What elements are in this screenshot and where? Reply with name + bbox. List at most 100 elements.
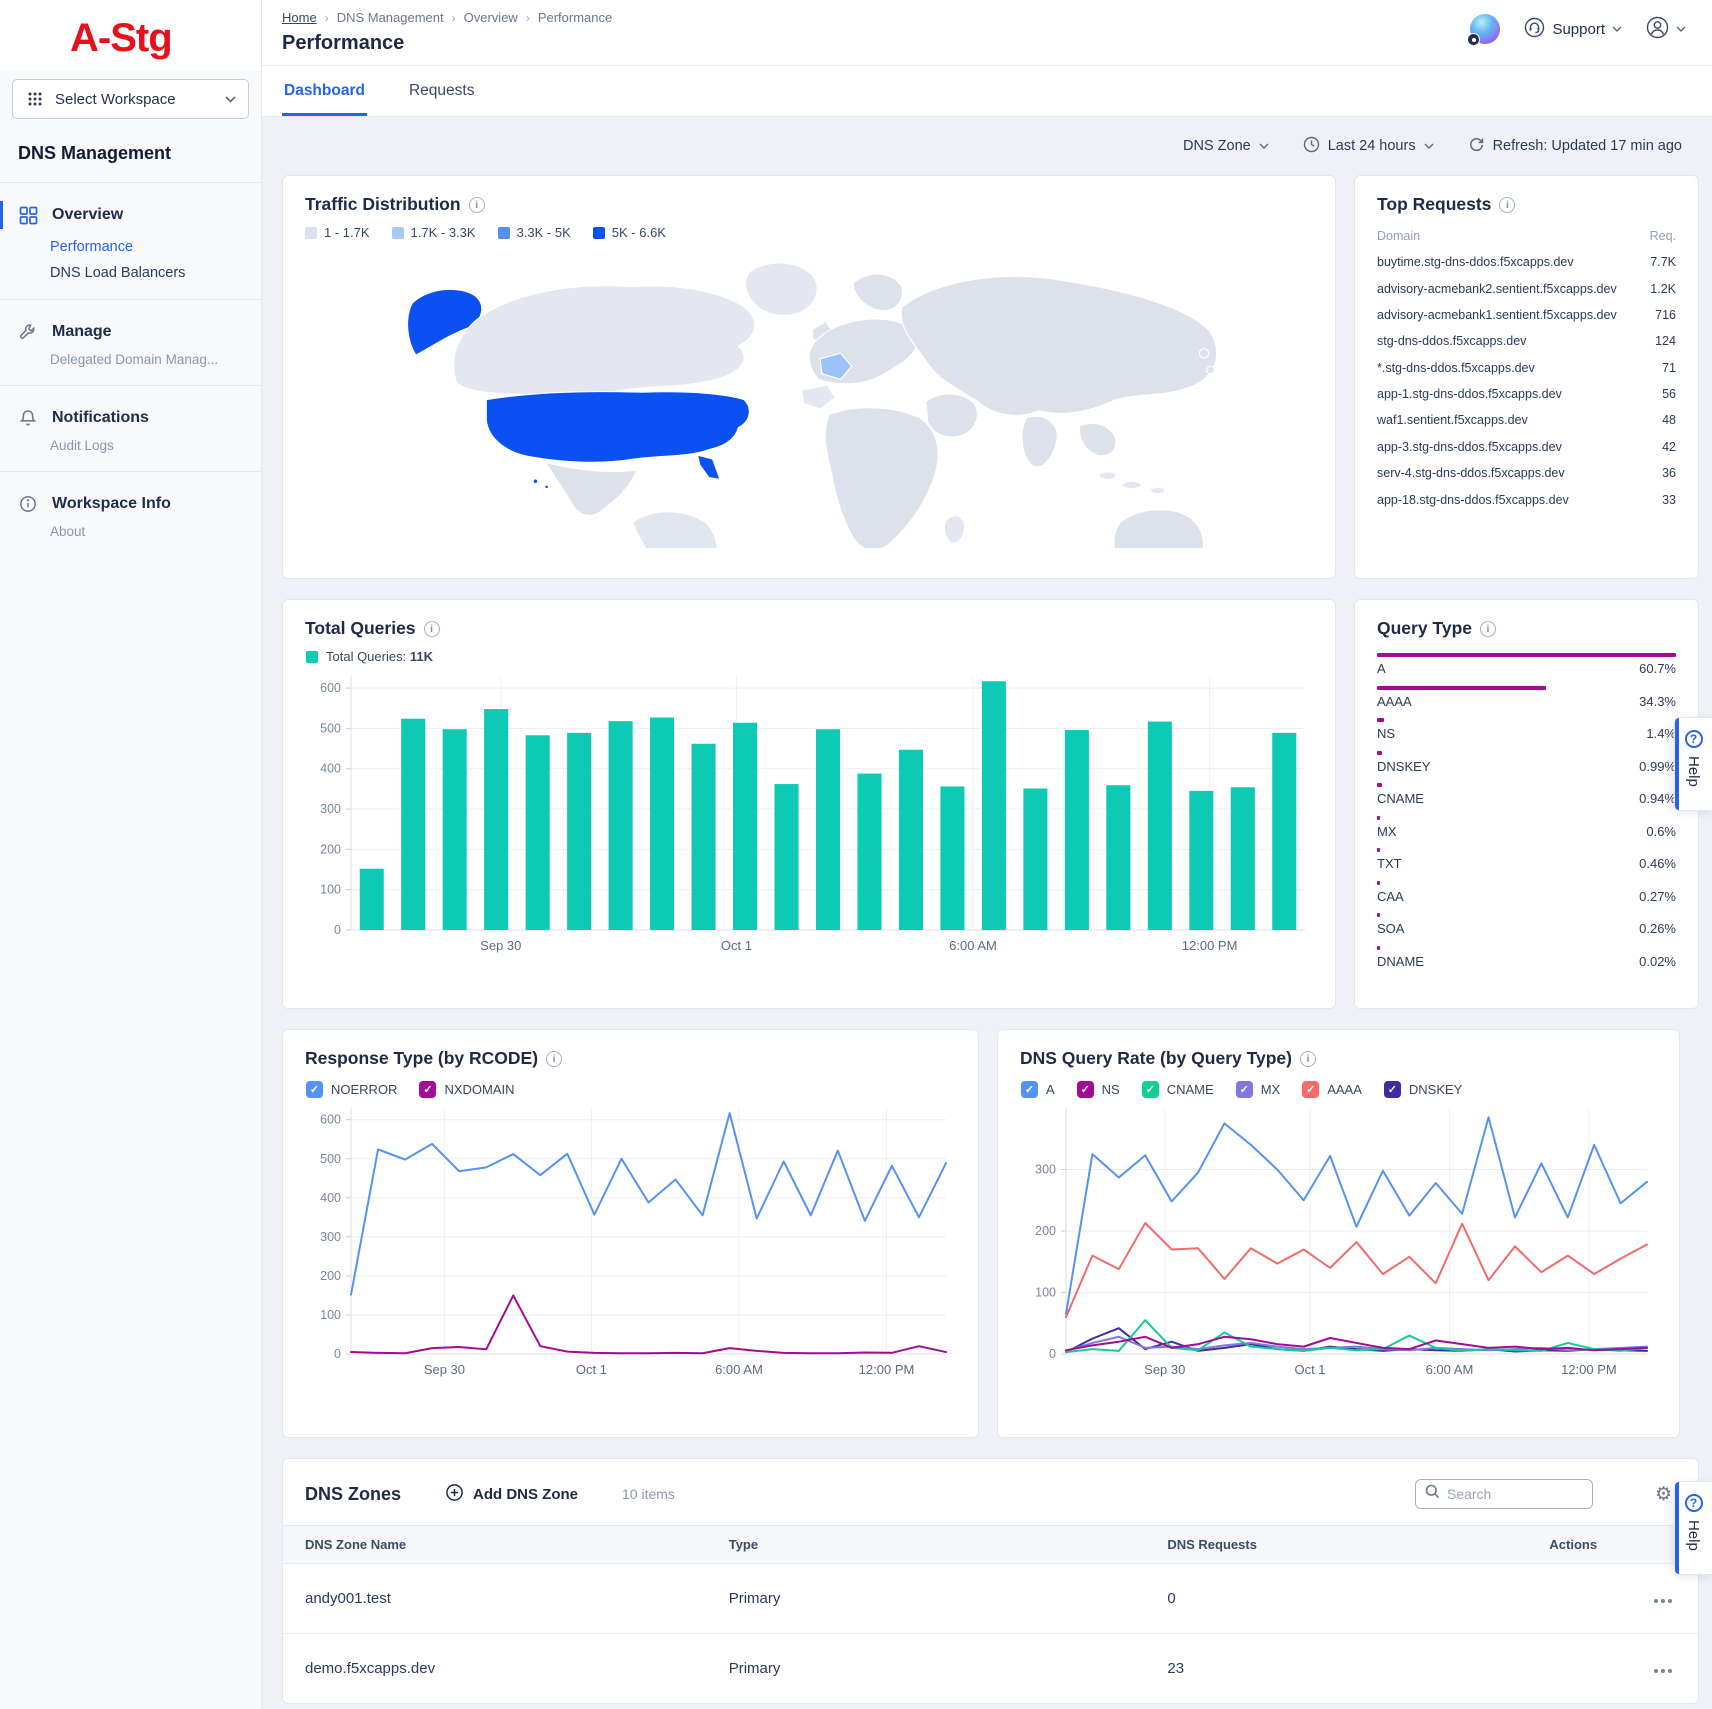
- top-request-row[interactable]: stg-dns-ddos.f5xcapps.dev 124: [1377, 328, 1676, 354]
- gear-icon[interactable]: ⚙: [1654, 1483, 1672, 1505]
- request-domain: app-1.stg-dns-ddos.f5xcapps.dev: [1377, 387, 1562, 402]
- query-type-pct: 0.02%: [1639, 953, 1676, 969]
- traffic-legend-item: 5K - 6.6K: [592, 225, 666, 240]
- series-toggle-cname[interactable]: ✓ CNAME: [1141, 1081, 1214, 1098]
- user-menu[interactable]: [1646, 16, 1686, 43]
- help-tab[interactable]: ? Help: [1674, 717, 1712, 811]
- sidebar-item-notifications[interactable]: Notifications: [0, 400, 261, 436]
- request-domain: buytime.stg-dns-ddos.f5xcapps.dev: [1377, 255, 1574, 270]
- ai-assistant-icon[interactable]: [1467, 14, 1501, 46]
- query-type-label: TXT: [1377, 856, 1402, 871]
- breadcrumb-home[interactable]: Home: [282, 10, 317, 25]
- top-request-row[interactable]: waf1.sentient.f5xcapps.dev 48: [1377, 407, 1676, 433]
- help-label: Help: [1685, 756, 1702, 787]
- grid-dots-icon: [25, 89, 45, 109]
- query-type-row: AAAA 34.3%: [1377, 685, 1676, 709]
- request-count: 7.7K: [1650, 255, 1676, 270]
- dns-zones-title: DNS Zones: [305, 1483, 402, 1504]
- dns-zone-filter[interactable]: DNS Zone: [1183, 138, 1269, 154]
- sidebar-item-dns-load-balancers[interactable]: DNS Load Balancers: [50, 265, 186, 281]
- top-request-row[interactable]: serv-4.stg-dns-ddos.f5xcapps.dev 36: [1377, 460, 1676, 486]
- map-madagascar: [943, 515, 966, 544]
- time-range-filter[interactable]: Last 24 hours: [1303, 136, 1434, 157]
- tab-dashboard[interactable]: Dashboard: [282, 66, 367, 116]
- query-type-pct: 60.7%: [1639, 661, 1676, 676]
- svg-text:500: 500: [320, 721, 341, 735]
- top-request-row[interactable]: app-3.stg-dns-ddos.f5xcapps.dev 42: [1377, 434, 1676, 460]
- top-request-row[interactable]: advisory-acmebank2.sentient.f5xcapps.dev…: [1377, 275, 1676, 301]
- top-request-row[interactable]: advisory-acmebank1.sentient.f5xcapps.dev…: [1377, 302, 1676, 328]
- help-tab[interactable]: ? Help: [1674, 1481, 1712, 1575]
- sidebar-note-about[interactable]: About: [50, 524, 86, 539]
- query-type-bar: [1377, 750, 1382, 755]
- breadcrumb-dns-management[interactable]: DNS Management: [336, 10, 444, 25]
- checkbox-icon: ✓: [1302, 1081, 1320, 1098]
- row-actions-button[interactable]: [1654, 1599, 1672, 1603]
- query-type-pct: 0.99%: [1639, 758, 1676, 774]
- series-toggle-a[interactable]: ✓ A: [1021, 1081, 1055, 1098]
- add-dns-zone-button[interactable]: Add DNS Zone: [445, 1483, 578, 1506]
- top-request-row[interactable]: *.stg-dns-ddos.f5xcapps.dev 71: [1377, 355, 1676, 381]
- table-row[interactable]: demo.f5xcapps.dev Primary 23: [283, 1633, 1698, 1703]
- sidebar-note-delegated-domain[interactable]: Delegated Domain Manag...: [50, 352, 219, 367]
- row-actions-button[interactable]: [1654, 1669, 1672, 1673]
- info-icon[interactable]: i: [546, 1050, 563, 1067]
- top-requests-col-req: Req.: [1649, 229, 1676, 243]
- series-label: A: [1046, 1082, 1055, 1097]
- response-type-legend: ✓ NOERROR ✓ NXDOMAIN: [306, 1081, 956, 1098]
- sidebar-item-manage[interactable]: Manage: [0, 314, 261, 350]
- map-indonesia: [1121, 480, 1142, 490]
- query-type-pct: 0.46%: [1639, 856, 1676, 871]
- wrench-icon: [18, 322, 38, 342]
- total-queries-panel: Total Queries i Total Queries: 11K 0 100 20…: [282, 599, 1336, 1009]
- tab-requests[interactable]: Requests: [408, 82, 475, 99]
- svg-text:400: 400: [320, 762, 341, 776]
- svg-text:500: 500: [320, 1152, 341, 1166]
- top-request-row[interactable]: buytime.stg-dns-ddos.f5xcapps.dev 7.7K: [1377, 249, 1676, 275]
- series-toggle-nxdomain[interactable]: ✓ NXDOMAIN: [419, 1081, 515, 1098]
- response-type-title: Response Type (by RCODE): [305, 1048, 539, 1068]
- series-toggle-mx[interactable]: ✓ MX: [1235, 1081, 1280, 1098]
- map-se-asia: [1078, 422, 1117, 457]
- query-type-label: MX: [1377, 823, 1397, 839]
- support-menu[interactable]: Support: [1524, 17, 1622, 42]
- sidebar-item-performance[interactable]: Performance: [50, 239, 134, 255]
- series-label: NS: [1101, 1082, 1120, 1097]
- query-type-bar: [1377, 815, 1381, 820]
- series-toggle-noerror[interactable]: ✓ NOERROR: [306, 1081, 397, 1098]
- series-toggle-dnskey[interactable]: ✓ DNSKEY: [1383, 1081, 1462, 1098]
- query-type-bar: [1377, 685, 1546, 690]
- sidebar-item-overview[interactable]: Overview: [0, 197, 261, 233]
- checkbox-icon: ✓: [1021, 1081, 1038, 1098]
- refresh-button[interactable]: Refresh: Updated 17 min ago: [1468, 136, 1682, 157]
- info-icon[interactable]: i: [423, 620, 440, 637]
- sidebar-item-workspace-info[interactable]: Workspace Info: [0, 486, 261, 522]
- info-icon[interactable]: i: [1480, 620, 1496, 637]
- breadcrumb: Home › DNS Management › Overview › Perfo…: [282, 10, 1688, 25]
- breadcrumb-overview[interactable]: Overview: [463, 10, 518, 25]
- query-type-pct: 0.94%: [1639, 791, 1676, 806]
- map-greenland: [744, 262, 818, 316]
- query-type-row: TXT 0.46%: [1377, 848, 1676, 871]
- info-icon[interactable]: i: [1299, 1050, 1316, 1067]
- search-box[interactable]: [1414, 1479, 1593, 1509]
- zone-requests: 0: [1167, 1563, 1550, 1634]
- legend-label: 1.7K - 3.3K: [410, 225, 476, 240]
- traffic-distribution-panel: Traffic Distribution i 1 - 1.7K 1.7K - 3.3…: [282, 175, 1336, 623]
- top-request-row[interactable]: app-1.stg-dns-ddos.f5xcapps.dev 56: [1377, 381, 1676, 407]
- svg-text:6:00 AM: 6:00 AM: [949, 938, 997, 953]
- question-icon: ?: [1684, 1494, 1703, 1512]
- sidebar-item-label: Workspace Info: [52, 495, 171, 512]
- traffic-legend: 1 - 1.7K 1.7K - 3.3K 3.3K - 5K 5K - 6.6K: [305, 225, 1313, 240]
- legend-label: 3.3K - 5K: [516, 225, 571, 240]
- info-icon[interactable]: i: [468, 196, 485, 213]
- response-type-panel: Response Type (by RCODE) i ✓ NOERROR ✓ NXDOM…: [282, 1029, 979, 1438]
- top-request-row[interactable]: app-18.stg-dns-ddos.f5xcapps.dev 33: [1377, 486, 1676, 512]
- series-toggle-ns[interactable]: ✓ NS: [1076, 1081, 1120, 1098]
- series-toggle-aaaa[interactable]: ✓ AAAA: [1302, 1081, 1362, 1098]
- search-input[interactable]: [1446, 1486, 1567, 1502]
- table-row[interactable]: andy001.test Primary 0: [283, 1563, 1698, 1634]
- sidebar-note-audit-logs[interactable]: Audit Logs: [50, 438, 114, 453]
- workspace-selector[interactable]: Select Workspace: [12, 79, 249, 119]
- info-icon[interactable]: i: [1499, 196, 1516, 213]
